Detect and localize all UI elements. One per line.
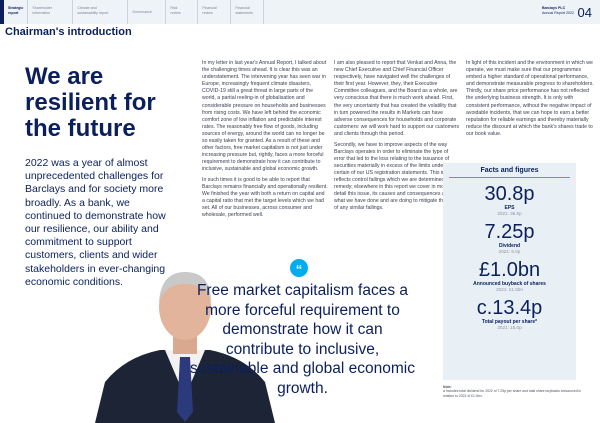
nav-risk-review[interactable]: Risk review	[166, 0, 199, 24]
facts-heading: Facts and figures	[449, 167, 570, 178]
nav-governance[interactable]: Governance	[128, 0, 167, 24]
column-1: In my letter in last year's Annual Repor…	[202, 60, 328, 219]
nav-financial-review[interactable]: Financial review	[198, 0, 232, 24]
page-number: 04	[577, 5, 592, 20]
fact-label: Announced buyback of shares	[473, 281, 546, 287]
chairman-portrait	[95, 272, 275, 423]
page-title: Chairman's introduction	[5, 26, 132, 38]
nav-climate-report[interactable]: Climate and sustainability report	[73, 0, 129, 24]
column-2: I am also pleased to report that Venkat …	[334, 60, 460, 212]
quote-mark-icon: “	[290, 259, 308, 277]
active-indicator	[0, 0, 4, 24]
fact-label: EPS	[504, 205, 515, 211]
hero-heading: We are resilient for the future	[25, 63, 156, 142]
top-nav: Strategic report Shareholder information C…	[0, 0, 600, 24]
fact-label: Total payout per share*	[481, 319, 538, 325]
fact-prior: 2021: £1.5bn	[496, 287, 523, 292]
pull-quote: Free market capitalism faces a more forc…	[190, 282, 415, 397]
fact-prior: 2021: 6.0p	[498, 249, 521, 254]
fact-value: 30.8p	[484, 183, 535, 205]
facts-panel: Facts and figures 30.8p EPS 2021: 36.5p …	[443, 163, 576, 380]
nav-financial-statements[interactable]: Financial statements	[231, 0, 265, 24]
fact-value: 7.25p	[484, 221, 535, 243]
brand-block: Barclays PLC Annual Report 2022	[542, 6, 574, 15]
lead-paragraph: 2022 was a year of almost unprecedented …	[25, 157, 166, 288]
fact-value: £1.0bn	[478, 259, 541, 281]
nav-strategic-report[interactable]: Strategic report	[4, 0, 29, 24]
column-3: In light of this incident and the enviro…	[466, 60, 594, 137]
nav-shareholder-information[interactable]: Shareholder information	[28, 0, 74, 24]
fact-prior: 2021: 15.0p	[497, 325, 522, 330]
footnote: Note: a Includes total dividend for 2022 …	[443, 385, 582, 398]
fact-prior: 2021: 36.5p	[497, 211, 522, 216]
fact-value: c.13.4p	[476, 297, 543, 319]
fact-label: Dividend	[498, 243, 521, 249]
